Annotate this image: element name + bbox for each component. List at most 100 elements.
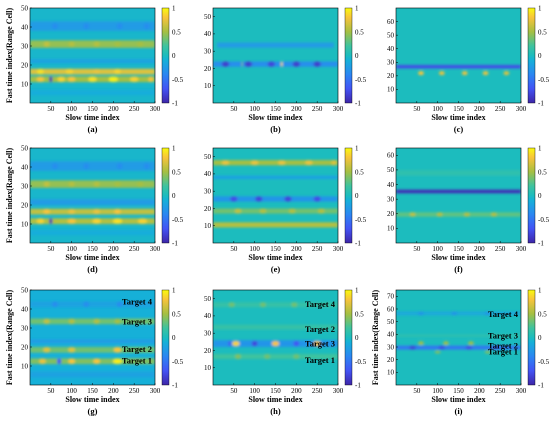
x-tick-label: 100 bbox=[66, 387, 77, 395]
x-tick-label: 250 bbox=[495, 105, 506, 113]
y-axis-label: Fast time index(Range Cell) bbox=[5, 8, 14, 104]
heatmap-band bbox=[30, 59, 155, 64]
heatmap-band bbox=[213, 324, 338, 330]
heatmap-blob bbox=[221, 160, 230, 166]
heatmap-blob bbox=[436, 212, 443, 217]
heatmap-blob bbox=[291, 302, 298, 308]
heatmap-blob bbox=[68, 181, 75, 187]
heatmap-band bbox=[396, 345, 521, 350]
y-tick-label: 30 bbox=[204, 329, 212, 337]
y-tick-label: 50 bbox=[387, 31, 395, 39]
x-tick-label: 150 bbox=[87, 245, 98, 253]
y-tick-label: 50 bbox=[204, 13, 212, 21]
x-tick-label: 50 bbox=[413, 105, 421, 113]
colorbar-tick-label: 0.5 bbox=[538, 310, 547, 318]
heatmap-blob bbox=[244, 61, 253, 67]
heatmap-blob bbox=[108, 76, 118, 83]
x-tick-label: 150 bbox=[270, 245, 281, 253]
heatmap-band bbox=[396, 65, 521, 69]
y-tick-label: 40 bbox=[21, 305, 29, 313]
colorbar-tick-label: -0.5 bbox=[538, 216, 550, 224]
x-axis-label: Slow time index bbox=[248, 253, 302, 262]
colorbar-tick-label: 0.5 bbox=[355, 310, 364, 318]
y-tick-label: 40 bbox=[21, 163, 29, 171]
heatmap-blob bbox=[43, 181, 50, 187]
colorbar-tick-label: 0 bbox=[355, 192, 359, 200]
x-tick-label: 300 bbox=[150, 387, 161, 395]
heatmap-band bbox=[396, 311, 521, 316]
heatmap-blob bbox=[241, 61, 243, 67]
y-tick-label: 30 bbox=[21, 42, 29, 50]
heatmap-blob bbox=[305, 160, 313, 166]
colorbar bbox=[344, 147, 353, 244]
heatmap-blob bbox=[438, 71, 445, 76]
heatmap-blob bbox=[112, 218, 123, 224]
x-tick-label: 200 bbox=[108, 245, 119, 253]
heatmap-blob bbox=[232, 340, 240, 347]
heatmap-blob bbox=[409, 345, 416, 350]
heatmap-blob bbox=[482, 71, 489, 76]
x-tick-label: 50 bbox=[47, 105, 55, 113]
x-tick-label: 100 bbox=[432, 245, 443, 253]
heatmap-blob bbox=[36, 218, 45, 224]
heatmap-area bbox=[396, 8, 521, 103]
y-tick-label: 20 bbox=[204, 65, 212, 73]
panel-caption: (c) bbox=[454, 124, 464, 134]
heatmap-blob bbox=[114, 181, 121, 187]
heatmap-area bbox=[30, 8, 155, 103]
heatmap-band bbox=[30, 21, 155, 31]
x-tick-label: 200 bbox=[291, 387, 302, 395]
heatmap-blob bbox=[116, 301, 123, 308]
colorbar-tick-label: -1 bbox=[355, 240, 361, 248]
heatmap-band bbox=[30, 161, 155, 171]
heatmap-blob bbox=[93, 318, 100, 325]
heatmap-blob bbox=[57, 76, 65, 83]
x-tick-label: 50 bbox=[230, 245, 238, 253]
y-tick-label: 30 bbox=[387, 195, 395, 203]
heatmap-blob bbox=[293, 353, 300, 360]
target-label: Target 4 bbox=[305, 299, 336, 309]
x-tick-label: 150 bbox=[453, 245, 464, 253]
heatmap-blob bbox=[280, 61, 283, 67]
x-axis-label: Slow time index bbox=[431, 113, 485, 122]
colorbar-tick-label: 0.5 bbox=[172, 310, 181, 318]
heatmap-band bbox=[30, 208, 155, 215]
target-label: Target 4 bbox=[122, 296, 153, 306]
heatmap-blob bbox=[267, 61, 276, 67]
y-tick-label: 50 bbox=[21, 4, 29, 12]
x-axis-label: Slow time index bbox=[65, 113, 119, 122]
x-tick-label: 300 bbox=[333, 387, 344, 395]
heatmap-blob bbox=[492, 345, 500, 350]
heatmap-blob bbox=[313, 61, 321, 67]
heatmap-blob bbox=[443, 341, 449, 346]
y-tick-label: 50 bbox=[387, 318, 395, 326]
heatmap-blob bbox=[230, 196, 238, 202]
y-tick-label: 40 bbox=[387, 181, 395, 189]
heatmap-blob bbox=[484, 311, 491, 316]
target-label: Target 2 bbox=[488, 341, 518, 351]
y-axis-label: Fast time index(Range Cell) bbox=[5, 148, 14, 244]
heatmap-blob bbox=[465, 345, 473, 350]
heatmap-blob bbox=[114, 68, 121, 75]
target-label: Target 3 bbox=[122, 316, 152, 326]
colorbar-tick-label: 1 bbox=[538, 5, 542, 13]
heatmap-blob bbox=[65, 68, 74, 75]
x-tick-label: 50 bbox=[413, 245, 421, 253]
colorbar-tick-label: 1 bbox=[538, 287, 542, 295]
heatmap-blob bbox=[68, 208, 75, 215]
heatmap-blob bbox=[83, 163, 90, 169]
y-tick-label: 20 bbox=[21, 343, 29, 351]
y-tick-label: 20 bbox=[21, 61, 29, 69]
y-tick-label: 10 bbox=[387, 86, 395, 94]
y-axis-label: Fast time index(Range Cell) bbox=[371, 290, 380, 386]
heatmap-blob bbox=[39, 358, 46, 365]
colorbar-tick-label: 0.5 bbox=[172, 28, 181, 36]
x-tick-label: 300 bbox=[516, 387, 527, 395]
y-tick-label: 10 bbox=[204, 364, 212, 372]
heatmap-blob bbox=[264, 353, 271, 360]
target-label: Target 4 bbox=[488, 309, 519, 319]
colorbar-tick-label: 0.5 bbox=[355, 168, 364, 176]
heatmap-blob bbox=[113, 347, 122, 353]
x-tick-label: 200 bbox=[291, 245, 302, 253]
